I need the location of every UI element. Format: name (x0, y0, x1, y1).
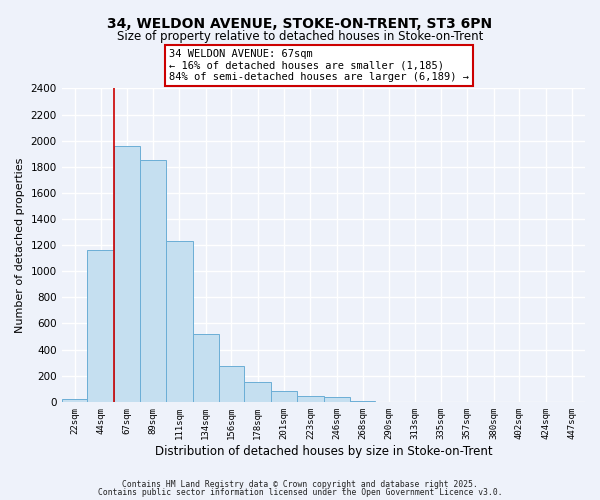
Bar (88, 250, 115, 402)
Bar (324, 398, 350, 402)
X-axis label: Distribution of detached houses by size in Stoke-on-Trent: Distribution of detached houses by size … (155, 444, 492, 458)
Text: Size of property relative to detached houses in Stoke-on-Trent: Size of property relative to detached ho… (117, 30, 483, 43)
Bar (218, 366, 244, 402)
Bar (166, 240, 193, 402)
Bar (271, 390, 297, 402)
Text: 34 WELDON AVENUE: 67sqm
← 16% of detached houses are smaller (1,185)
84% of semi: 34 WELDON AVENUE: 67sqm ← 16% of detache… (169, 49, 469, 82)
Bar (193, 334, 218, 402)
Bar (297, 396, 324, 402)
Bar (62, 398, 88, 402)
Text: Contains HM Land Registry data © Crown copyright and database right 2025.: Contains HM Land Registry data © Crown c… (122, 480, 478, 489)
Text: 34, WELDON AVENUE, STOKE-ON-TRENT, ST3 6PN: 34, WELDON AVENUE, STOKE-ON-TRENT, ST3 6… (107, 18, 493, 32)
Text: Contains public sector information licensed under the Open Government Licence v3: Contains public sector information licen… (98, 488, 502, 497)
Bar (140, 160, 166, 402)
Y-axis label: Number of detached properties: Number of detached properties (15, 158, 25, 333)
Bar (350, 401, 376, 402)
Bar (115, 146, 140, 402)
Bar (244, 382, 271, 402)
